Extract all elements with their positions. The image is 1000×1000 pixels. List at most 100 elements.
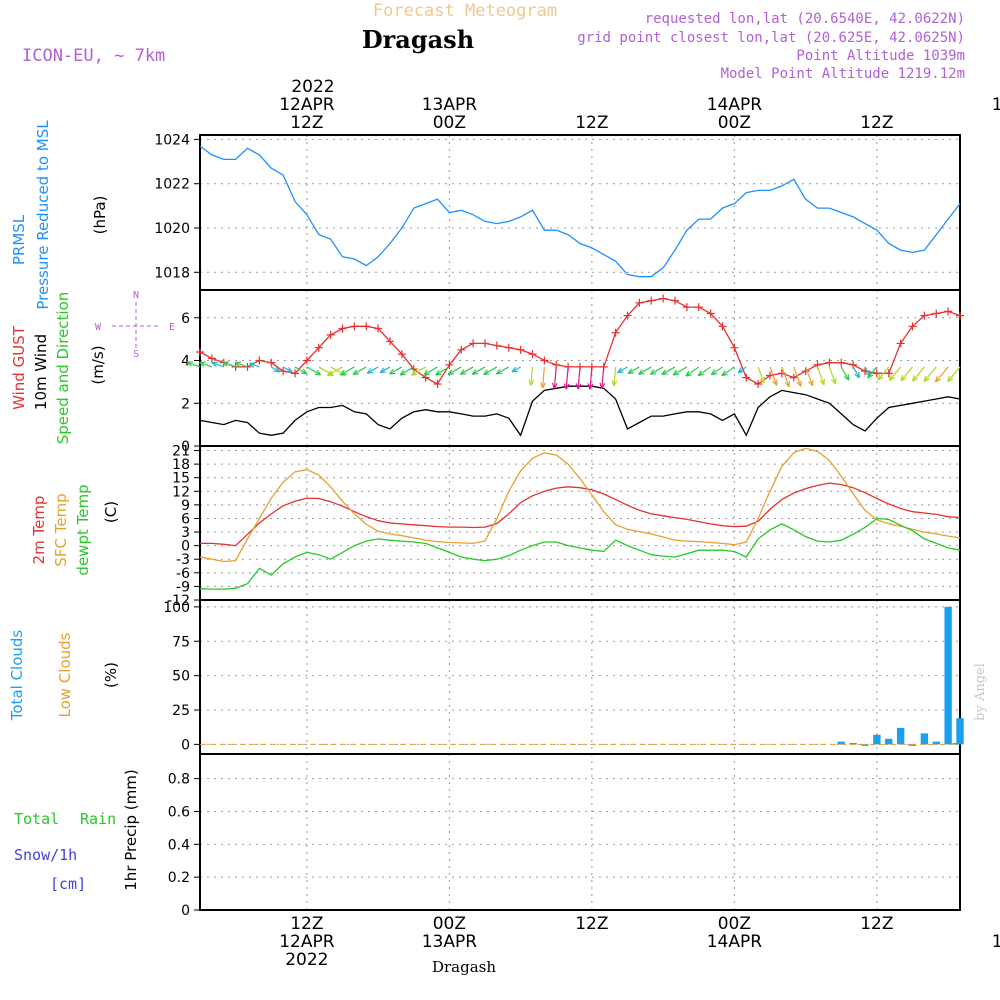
wind-arrow [697,366,711,377]
wind-arrow-head [911,375,919,382]
wind-arrow-head [447,369,455,376]
wind-arrow-head [661,369,668,376]
wind-arrow [769,366,778,386]
gust-point [706,309,715,318]
top-hour-label: 00Z [718,113,751,133]
wind-10m-label: 10m Wind [32,334,50,410]
compass-n: N [133,290,139,301]
wind-arrow-head [222,361,229,367]
total-cloud-bar [896,727,905,745]
bottom-time-label: 13APR [422,932,478,952]
bottom-time-label: 14APR [707,932,763,952]
wind-arrow-head [672,369,680,376]
wind-arrow [900,366,913,382]
wind-arrow [565,366,569,390]
prmsl-label: PRMSL [10,214,28,265]
wind-arrow [601,366,605,389]
wind-arrow [816,366,825,386]
gust-point [516,345,525,354]
wind-arrow [638,366,652,375]
wind-arrow-head [435,369,442,376]
wind-arrow-head [540,382,546,389]
total-cloud-bar [849,743,857,745]
gust-point [314,343,323,352]
wind-arrow-head [819,378,825,386]
gust-point [469,339,478,348]
wind-arrow-head [796,380,802,387]
wind-arrow [617,366,628,374]
clouds-ytick-label: 25 [172,703,190,719]
precip-unit-label: 1hr Precip (mm) [122,769,140,890]
wind-arrow-head [737,367,745,374]
gust-point [362,322,371,331]
bottom-time-label: 00Z [433,914,466,934]
clouds-unit-label: (%) [102,662,120,688]
wind-arrow-head [199,361,206,367]
wind-arrow-head [697,370,705,377]
bottom-time-label: 12Z [575,914,608,934]
wind-arrow [199,361,213,368]
wind-arrow-head [721,370,728,377]
gust-point [255,356,264,365]
wind-arrow-head [511,366,519,373]
gust-point [243,362,252,371]
precip-ytick-label: 0.2 [168,870,190,886]
wind-arrow-head [379,367,387,374]
wind-arrow [577,366,581,390]
wind-arrow [685,366,700,377]
wind-arrow-head [410,369,418,376]
wind-arrow [589,366,593,390]
wind-arrow [530,366,534,386]
gust-point [872,369,881,378]
wind-arrow-head [340,369,347,376]
wind-arrow [840,366,850,381]
gust-point [374,324,383,333]
sfc-temp-line [199,447,961,563]
clouds-ytick-label: 50 [172,669,190,685]
gust-point [956,311,964,320]
wind-speed-direction-label: Speed and Direction [54,292,72,445]
temp-panel-labels: 2m Temp SFC Temp dewpt Temp (C) [30,484,120,575]
wind-arrow [340,366,355,376]
wind-arrow [460,366,474,375]
gust-point [682,303,691,312]
precip-panel: 0 0.2 0.4 0.6 0.8 [168,753,961,919]
wind-arrow-head [947,375,954,383]
wind-arrow [483,366,498,376]
wind-arrow [781,366,790,388]
wind-arrow [793,366,802,387]
temp-ytick-label: 18 [172,457,190,473]
wind-arrow [399,366,415,376]
2m-temp-line [200,482,961,547]
precip-panel-labels: Total Rain Snow/1h [cm] 1hr Precip (mm) [14,769,140,893]
precip-frame [199,753,961,911]
wind-arrow-head [575,383,582,390]
cloud-panel-labels: Total Clouds Low Clouds (%) [8,630,120,722]
wind-arrow-head [300,368,308,375]
wind-arrow [613,366,617,386]
snow-label: Snow/1h [14,846,77,864]
pressure-ytick-label: 1020 [154,221,190,237]
wind-arrow [249,362,260,368]
wind-arrow [411,366,426,376]
wind-arrow [211,362,224,368]
total-cloud-bar [873,734,881,745]
rain-label: Rain [80,810,116,828]
wind-arrow-head [772,379,778,386]
gust-point [789,373,798,382]
wind-arrow-head [389,368,396,375]
wind-arrow-head [617,367,624,374]
precip-ytick-label: 0.8 [168,772,190,788]
total-cloud-bar [885,738,893,745]
gust-point [635,298,644,307]
gust-point [386,337,394,346]
total-cloud-bar [861,744,869,746]
top-time-axis: 12APR12Z13APR00Z12Z14APR00Z12Z15APR00Z [279,95,1000,133]
wind-arrow-head [923,375,930,383]
low-clouds-label: Low Clouds [56,632,74,717]
top-hour-label: 12Z [860,113,893,133]
top-date-label: 12APR [279,95,335,115]
wind-arrow-head [934,376,942,383]
temp-2m-label: 2m Temp [30,496,48,565]
wind-arrow-head [234,361,242,367]
